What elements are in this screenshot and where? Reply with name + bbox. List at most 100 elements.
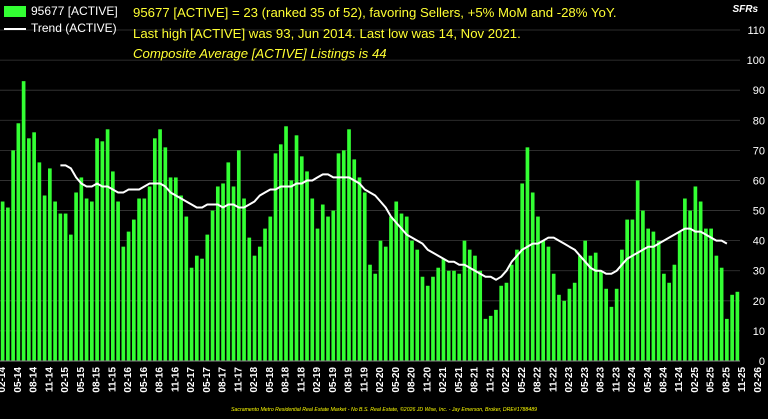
x-tick-label: 08-15: [92, 367, 103, 393]
x-axis: 02-14 05-14 08-14 11-14 02-15 05-15 08-15 11-15…: [0, 360, 764, 393]
bar: [536, 216, 540, 361]
bar: [441, 258, 446, 361]
bar: [268, 216, 273, 361]
bar: [284, 126, 288, 361]
x-tick-label: 05-15: [76, 367, 87, 393]
x-tick-label: 02-21: [438, 367, 449, 393]
bar: [593, 252, 598, 361]
bar: [383, 246, 388, 361]
x-tick-label: 08-22: [533, 367, 544, 393]
x-tick-label: 08-20: [407, 367, 418, 393]
bar: [478, 270, 483, 361]
bar: [473, 255, 477, 361]
bar: [42, 195, 47, 361]
y-tick-label: 50: [753, 206, 765, 218]
legend: 95677 [ACTIVE] Trend (ACTIVE): [4, 3, 118, 37]
y-tick-label: 0: [759, 356, 765, 368]
bar: [90, 201, 94, 361]
bar: [100, 141, 105, 361]
x-tick-label: 05-25: [706, 367, 717, 393]
bar: [672, 264, 677, 361]
bar: [205, 234, 210, 361]
bar: [404, 216, 409, 361]
bar: [425, 285, 430, 361]
trend-line: [60, 164, 728, 281]
bar: [257, 246, 262, 361]
x-tick-label: 11-17: [233, 367, 244, 392]
x-tick-label: 08-14: [29, 367, 40, 393]
bar: [6, 207, 10, 361]
bar: [730, 294, 734, 361]
bar: [431, 276, 435, 361]
x-tick-label: 11-22: [548, 367, 559, 392]
bar: [494, 309, 498, 361]
bar: [609, 306, 614, 361]
bar: [646, 228, 650, 361]
bar: [32, 132, 36, 361]
headline-line-1: 95677 [ACTIVE] = 23 (ranked 35 of 52), f…: [133, 5, 617, 20]
bar: [373, 273, 378, 361]
bar: [572, 282, 577, 361]
x-tick-label: 08-17: [218, 367, 229, 393]
bar: [184, 216, 189, 361]
y-tick-label: 40: [753, 236, 765, 248]
headline-line-2: Last high [ACTIVE] was 93, Jun 2014. Las…: [133, 25, 521, 41]
legend-swatch-bars: [4, 6, 26, 17]
y-tick-label: 10: [753, 326, 765, 338]
bar: [541, 240, 546, 361]
bar: [121, 246, 126, 361]
bar: [299, 156, 304, 361]
x-tick-label: 05-18: [265, 367, 276, 393]
bar: [37, 162, 42, 361]
y-tick-label: 20: [753, 296, 765, 308]
bar: [0, 201, 5, 361]
bar: [704, 228, 708, 361]
bar: [289, 180, 294, 361]
x-tick-label: 08-18: [281, 367, 292, 393]
bar: [152, 138, 157, 361]
bar: [326, 216, 330, 361]
bar: [226, 162, 231, 361]
bar: [551, 273, 556, 361]
bar: [625, 219, 629, 361]
y-tick-label: 110: [747, 25, 765, 37]
x-tick-label: 02-25: [690, 367, 701, 393]
x-tick-label: 05-22: [517, 367, 528, 393]
x-tick-label: 11-16: [170, 367, 181, 392]
bar: [446, 270, 451, 361]
x-tick-label: 02-17: [186, 367, 197, 393]
bar: [11, 150, 15, 361]
x-tick-label: 02-16: [123, 367, 134, 393]
bar: [641, 210, 645, 361]
bar: [310, 198, 315, 361]
bar: [336, 153, 341, 361]
bar: [714, 255, 719, 361]
bar: [662, 273, 666, 361]
property-type-label: SFRs: [732, 4, 758, 15]
x-tick-label: 11-23: [611, 367, 622, 392]
bar: [504, 282, 509, 361]
bar: [620, 249, 624, 361]
x-tick-label: 11-24: [674, 367, 685, 392]
bar: [735, 291, 740, 361]
bar: [179, 195, 183, 361]
bar: [635, 180, 640, 361]
headline-line-3: Composite Average [ACTIVE] Listings is 4…: [133, 46, 387, 61]
bar-series: [0, 81, 740, 362]
bar: [16, 123, 21, 361]
footer-credit: Sacramento Metro Residential Real Estate…: [231, 407, 537, 413]
bar: [84, 198, 89, 361]
bar: [588, 255, 593, 361]
x-tick-label: 08-21: [470, 367, 481, 393]
bar: [263, 228, 267, 361]
bar: [173, 177, 178, 361]
x-tick-label: 05-16: [139, 367, 150, 393]
bar: [131, 219, 136, 361]
x-tick-label: 08-25: [722, 367, 733, 393]
bar: [147, 186, 152, 361]
bar: [362, 192, 367, 361]
bar: [567, 288, 572, 361]
x-tick-label: 02-26: [753, 367, 764, 393]
legend-swatch-trend: [4, 27, 26, 30]
bar: [368, 264, 372, 361]
